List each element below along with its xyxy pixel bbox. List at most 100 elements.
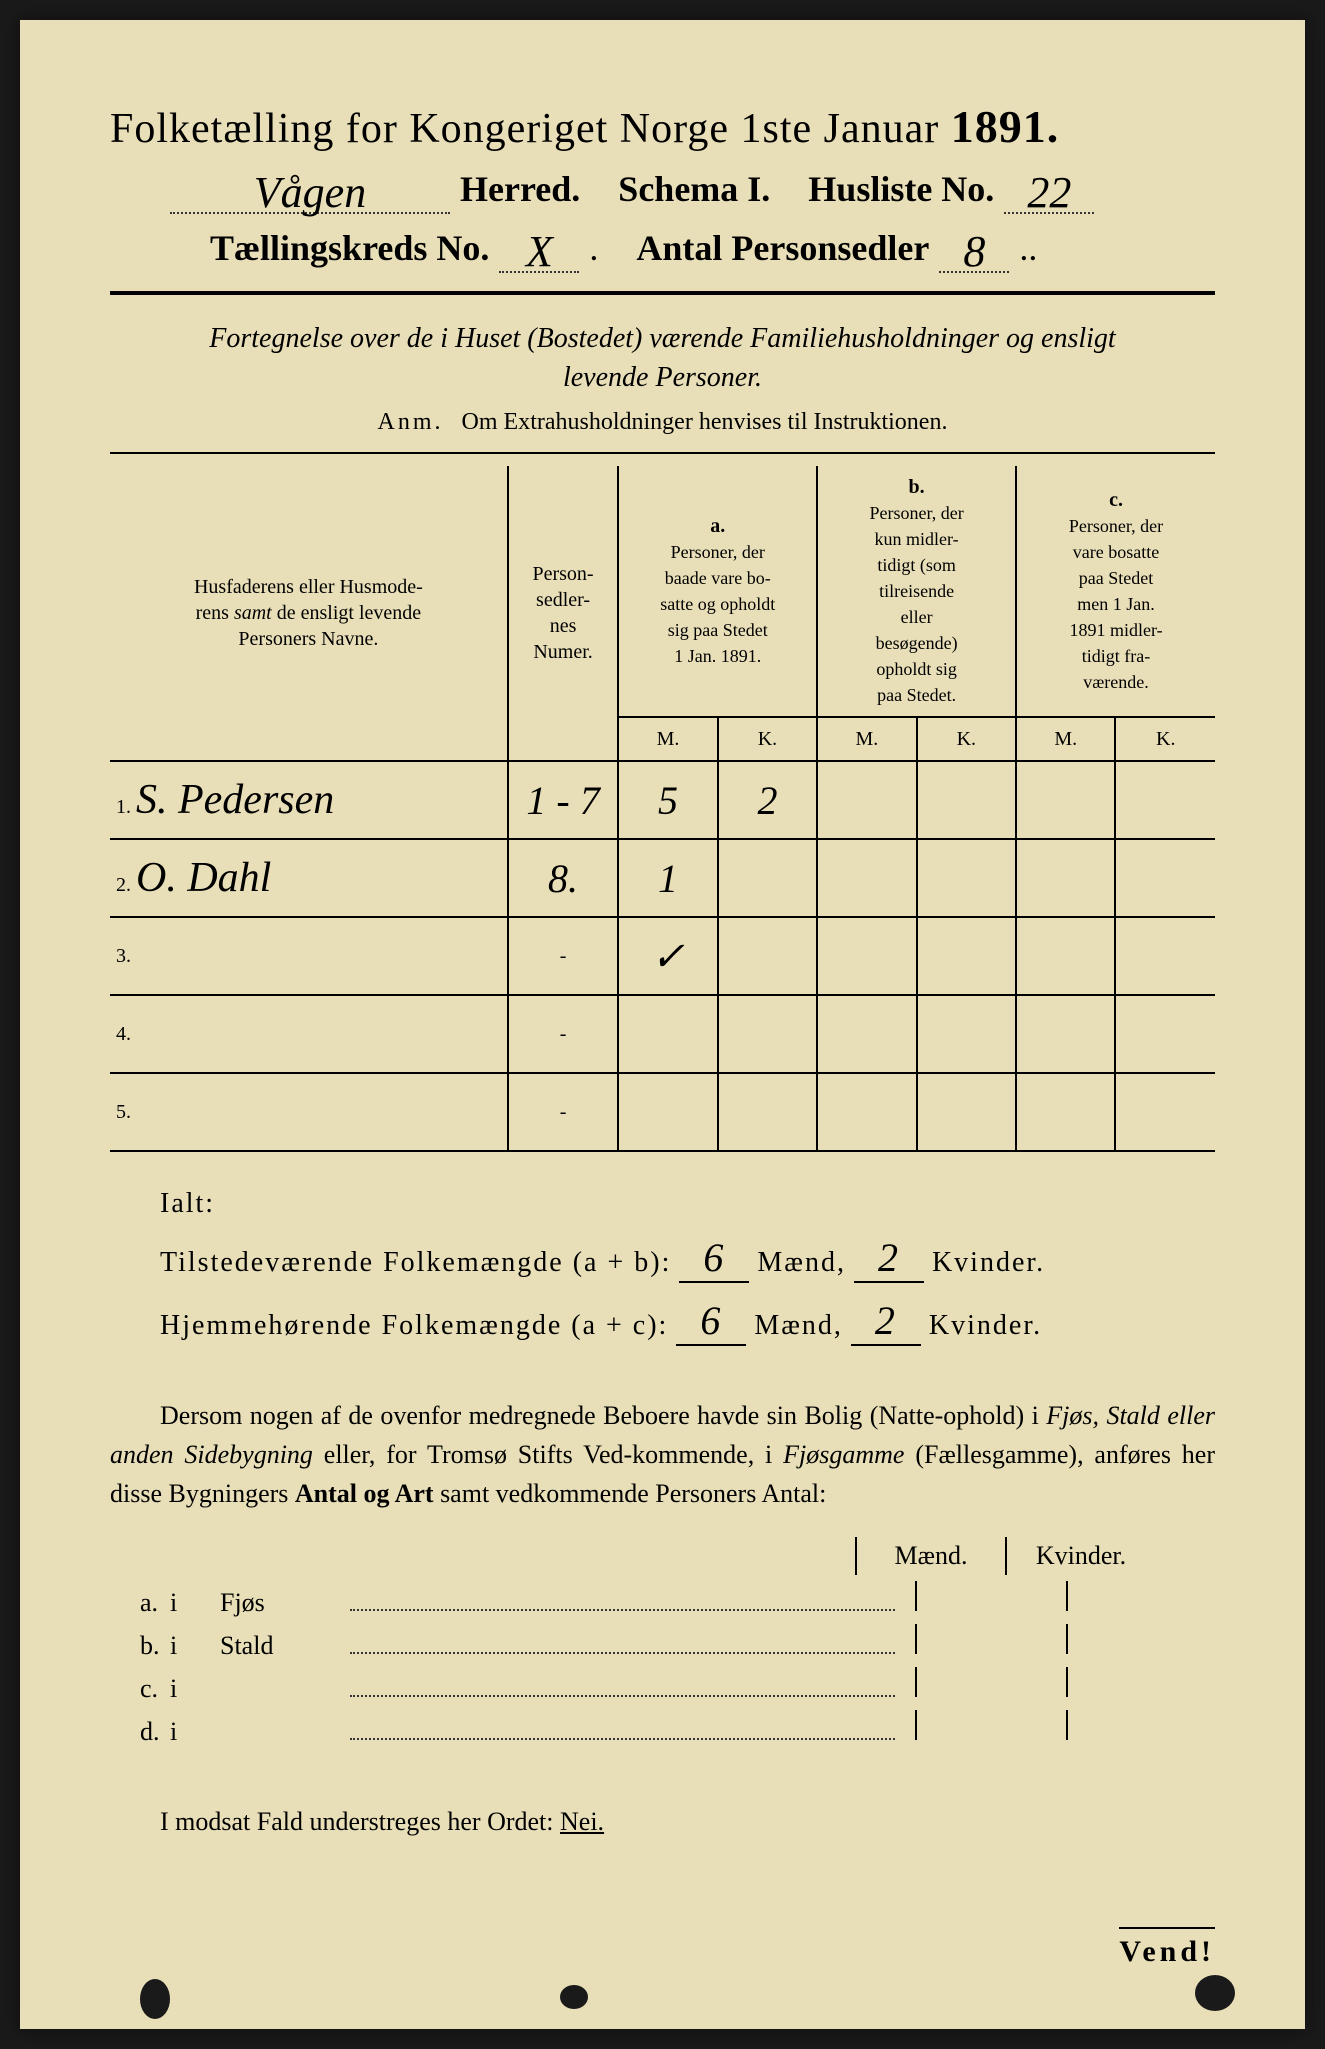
herred-label: Herred. xyxy=(460,168,580,210)
cell-cm xyxy=(1016,995,1115,1073)
husliste-label: Husliste No. xyxy=(808,168,994,210)
antal-value: 8 xyxy=(963,227,985,276)
dotted-line xyxy=(350,1679,895,1697)
title-year: 1891. xyxy=(951,101,1060,152)
herred-value: Vågen xyxy=(254,168,366,217)
subtitle: Fortegnelse over de i Huset (Bostedet) v… xyxy=(110,319,1215,397)
dotted-line xyxy=(350,1722,895,1740)
paper-damage xyxy=(1195,1975,1235,2011)
th-b-head: b. Personer, derkun midler-tidigt (somti… xyxy=(817,466,1016,717)
th-b-k: K. xyxy=(917,717,1016,761)
ialt-line1-label: Tilstedeværende Folkemængde (a + b): xyxy=(160,1247,671,1279)
ialt-block: Ialt: Tilstedeværende Folkemængde (a + b… xyxy=(160,1188,1215,1346)
herred-field: Vågen xyxy=(170,161,450,214)
header-line-3: Tællingskreds No. X . Antal Personsedler… xyxy=(110,220,1215,273)
census-table: Husfaderens eller Husmode-rens samt de e… xyxy=(110,466,1215,1152)
cell-bm xyxy=(817,1073,916,1151)
dotted-line xyxy=(350,1636,895,1654)
husliste-value: 22 xyxy=(1027,168,1071,217)
kvinder-label: Kvinder. xyxy=(929,1310,1042,1342)
row-num: - xyxy=(508,1073,619,1151)
table-row: 4. - xyxy=(110,995,1215,1073)
cell-bm xyxy=(817,995,916,1073)
th-a-m: M. xyxy=(618,717,717,761)
divider xyxy=(110,291,1215,295)
divider xyxy=(110,452,1215,454)
th-a-head: a. Personer, derbaade vare bo-satte og o… xyxy=(618,466,817,717)
cell-ak: 2 xyxy=(718,761,817,839)
ialt-k-field: 2 xyxy=(851,1297,921,1346)
cell-bk xyxy=(917,917,1016,995)
antal-field: 8 xyxy=(939,220,1009,273)
cell-ck xyxy=(1115,761,1215,839)
anm-note: Anm. Om Extrahusholdninger henvises til … xyxy=(110,409,1215,436)
row-name: O. Dahl xyxy=(136,855,271,901)
subtitle-line2: levende Personer. xyxy=(563,362,762,393)
title-line: Folketælling for Kongeriget Norge 1ste J… xyxy=(110,100,1215,153)
title-prefix: Folketælling for Kongeriget Norge 1ste J… xyxy=(110,106,939,152)
cell-am xyxy=(618,1073,717,1151)
modsat-nei: Nei. xyxy=(560,1807,604,1836)
cell-am: 1 xyxy=(618,839,717,917)
cell-cm xyxy=(1016,839,1115,917)
cell-ak xyxy=(718,1073,817,1151)
cell-bk xyxy=(917,1073,1016,1151)
table-row: 5. - xyxy=(110,1073,1215,1151)
th-c-m: M. xyxy=(1016,717,1115,761)
vend-label: Vend! xyxy=(1119,1927,1215,1969)
cell-ck xyxy=(1115,1073,1215,1151)
abcd-row: a. i Fjøs xyxy=(110,1581,1215,1618)
ialt-label: Ialt: xyxy=(160,1188,1215,1220)
kvinder-col: Kvinder. xyxy=(1005,1537,1155,1575)
ialt-k-field: 2 xyxy=(854,1234,924,1283)
maend-label: Mænd, xyxy=(754,1310,843,1342)
ialt-m-field: 6 xyxy=(679,1234,749,1283)
th-c-k: K. xyxy=(1115,717,1215,761)
taellingskreds-value: X xyxy=(526,227,553,276)
antal-label: Antal Personsedler xyxy=(636,227,929,269)
abcd-row: d. i xyxy=(110,1710,1215,1747)
mk-header: Mænd. Kvinder. xyxy=(110,1537,1215,1575)
table-row: 3. - ✓ xyxy=(110,917,1215,995)
ialt-line2-label: Hjemmehørende Folkemængde (a + c): xyxy=(160,1310,668,1342)
row-name: S. Pedersen xyxy=(136,777,334,823)
abcd-row: c. i xyxy=(110,1667,1215,1704)
paragraph: Dersom nogen af de ovenfor medregnede Be… xyxy=(110,1396,1215,1513)
taellingskreds-field: X xyxy=(499,220,579,273)
cell-ak xyxy=(718,995,817,1073)
row-num: - xyxy=(508,917,619,995)
taellingskreds-label: Tællingskreds No. xyxy=(210,227,489,269)
cell-cm xyxy=(1016,917,1115,995)
cell-ck xyxy=(1115,917,1215,995)
cell-am xyxy=(618,995,717,1073)
table-row: 2. O. Dahl 8. 1 xyxy=(110,839,1215,917)
cell-ck xyxy=(1115,995,1215,1073)
cell-cm xyxy=(1016,761,1115,839)
cell-bk xyxy=(917,761,1016,839)
table-row: 1. S. Pedersen 1 - 7 5 2 xyxy=(110,761,1215,839)
ialt-line-1: Tilstedeværende Folkemængde (a + b): 6 M… xyxy=(160,1234,1215,1283)
kvinder-label: Kvinder. xyxy=(932,1247,1045,1279)
cell-bk xyxy=(917,839,1016,917)
cell-bm xyxy=(817,761,916,839)
th-names: Husfaderens eller Husmode-rens samt de e… xyxy=(110,466,508,761)
table-body: 1. S. Pedersen 1 - 7 5 2 2. O. Dahl 8. 1 xyxy=(110,761,1215,1151)
paper-damage xyxy=(560,1985,588,2009)
cell-ak xyxy=(718,839,817,917)
census-form-page: Folketælling for Kongeriget Norge 1ste J… xyxy=(20,20,1305,2029)
anm-prefix: Anm. xyxy=(378,409,444,435)
ialt-m-field: 6 xyxy=(676,1297,746,1346)
cell-ck xyxy=(1115,839,1215,917)
maend-label: Mænd, xyxy=(757,1247,846,1279)
ialt-line-2: Hjemmehørende Folkemængde (a + c): 6 Mæn… xyxy=(160,1297,1215,1346)
cell-am: 5 xyxy=(618,761,717,839)
cell-cm xyxy=(1016,1073,1115,1151)
th-a-k: K. xyxy=(718,717,817,761)
husliste-field: 22 xyxy=(1004,161,1094,214)
abcd-row: b. i Stald xyxy=(110,1624,1215,1661)
anm-text: Om Extrahusholdninger henvises til Instr… xyxy=(462,409,948,435)
cell-bm xyxy=(817,917,916,995)
th-b-m: M. xyxy=(817,717,916,761)
th-num: Person-sedler-nesNumer. xyxy=(508,466,619,761)
row-num: 8. xyxy=(508,839,619,917)
